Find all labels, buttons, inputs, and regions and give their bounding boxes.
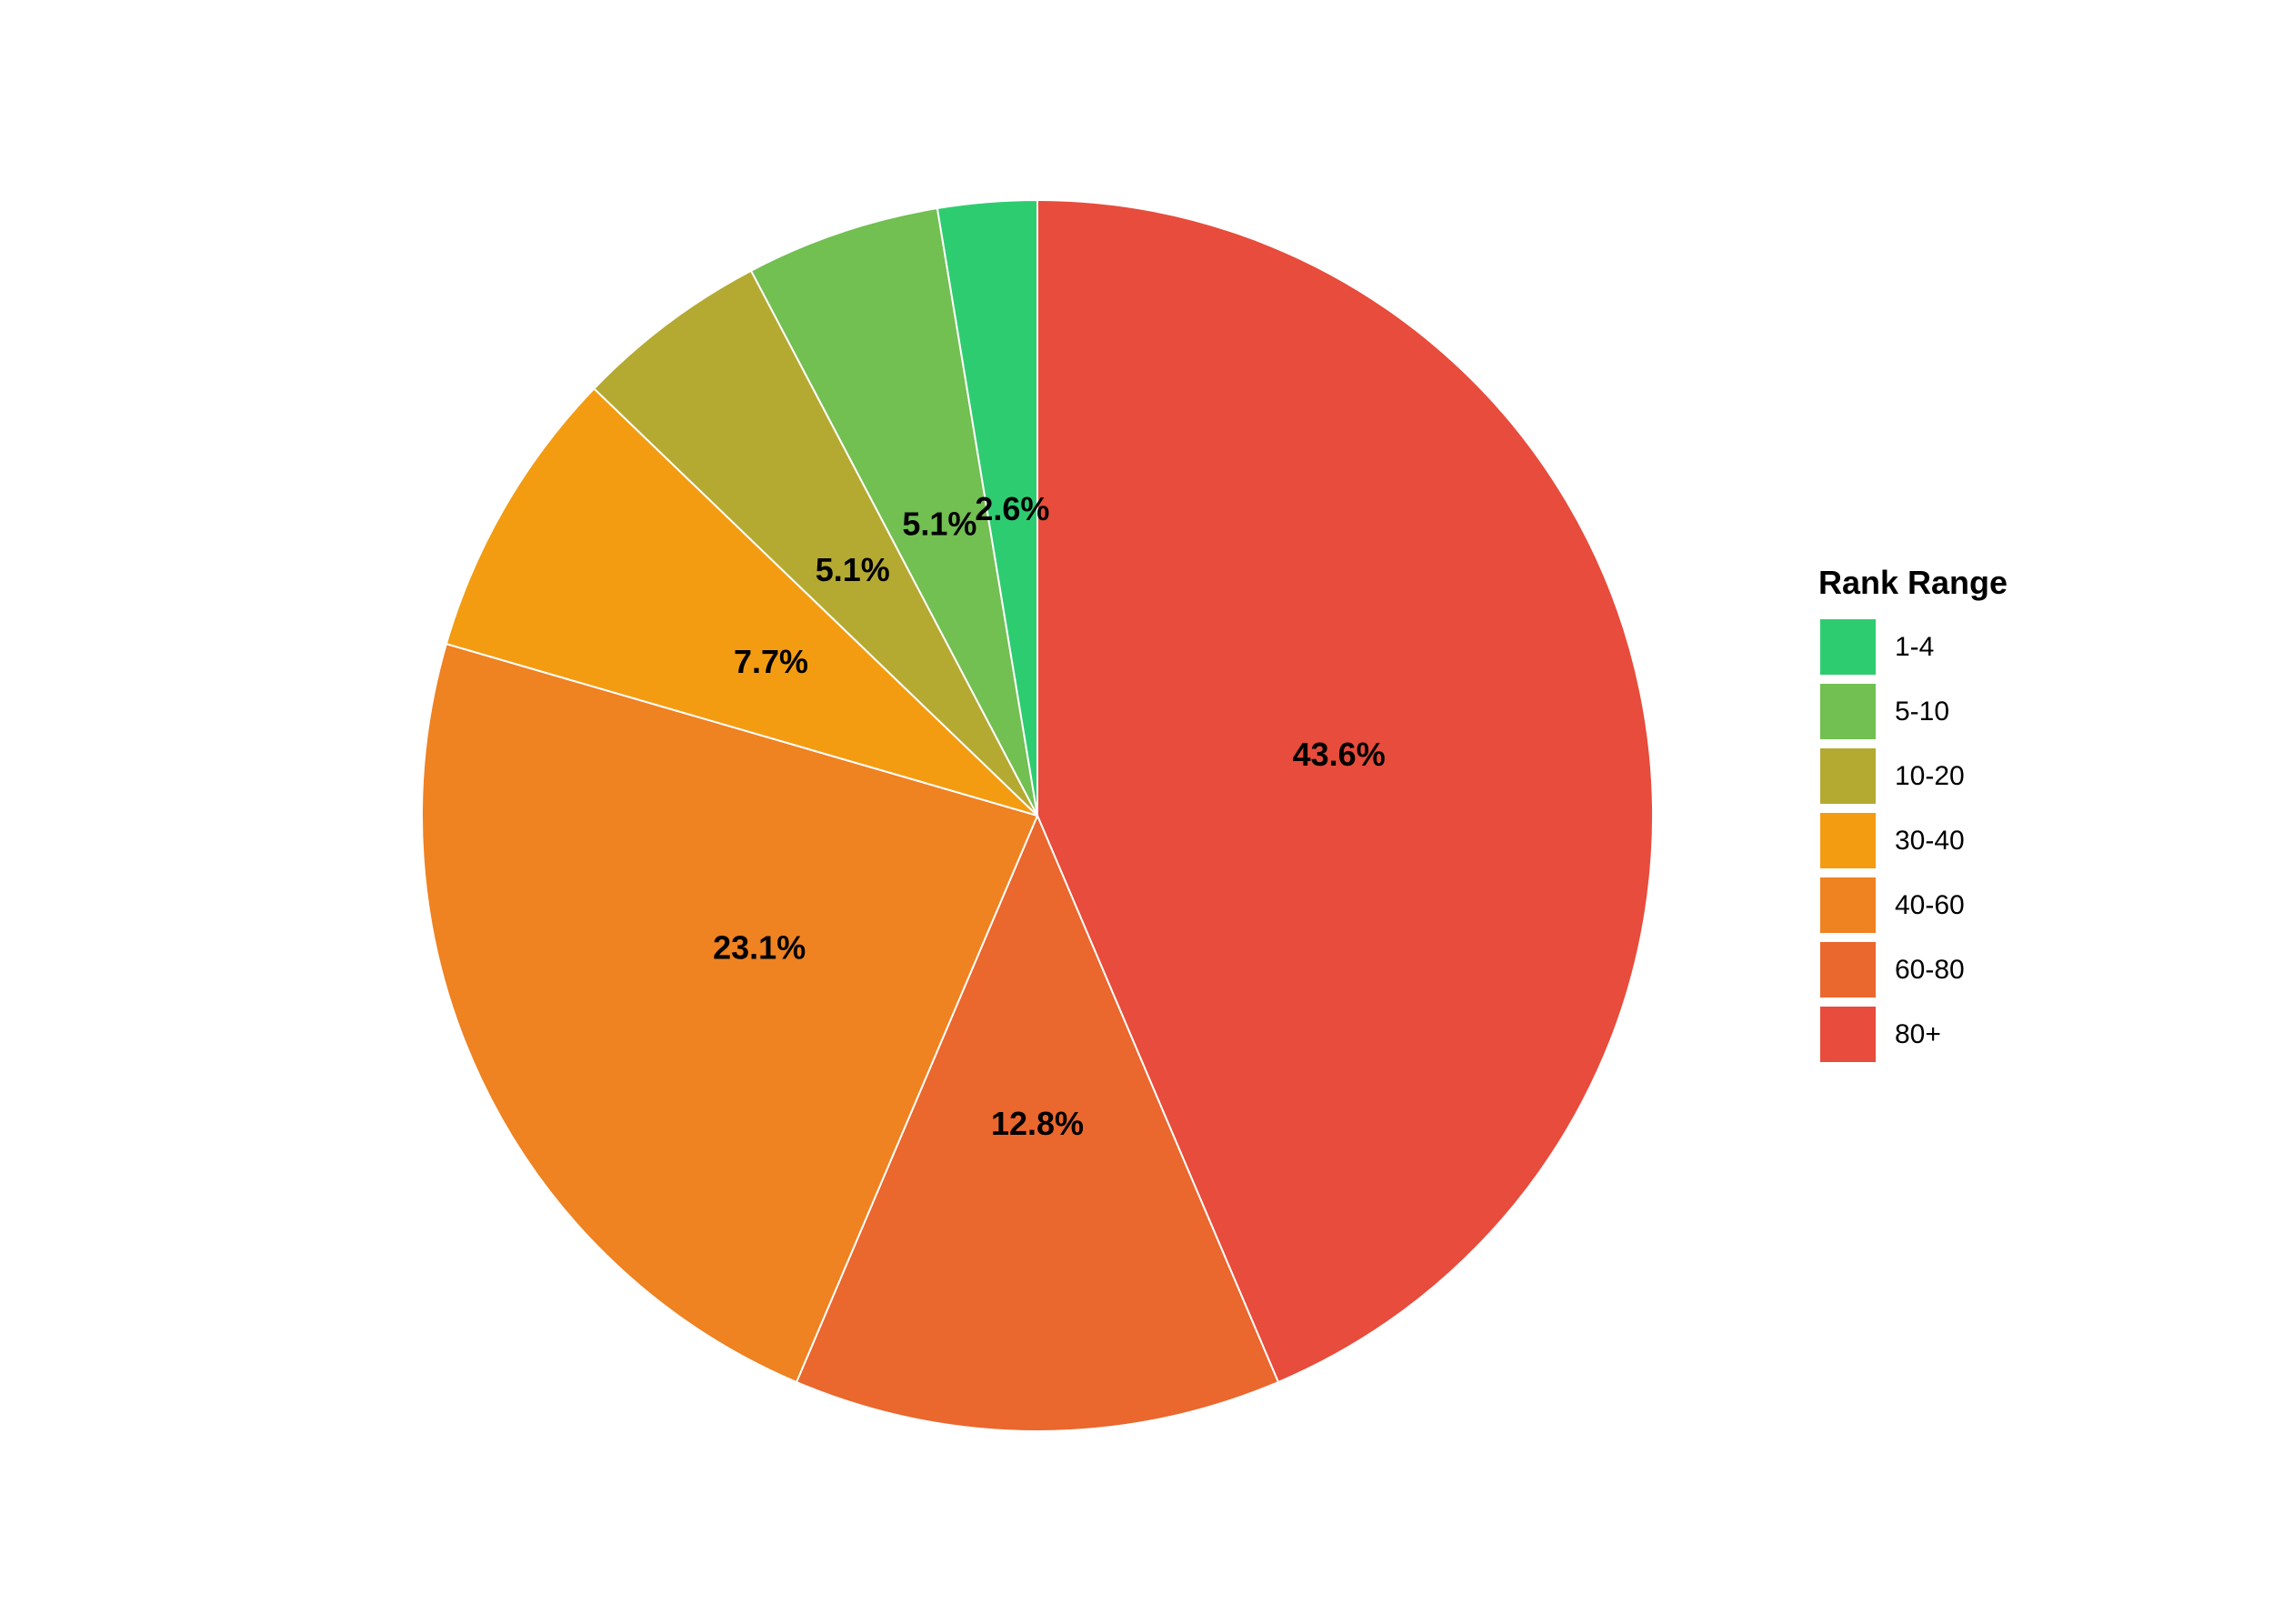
legend-item-40-60: 40-60 [1818,873,2008,937]
legend-label-60-80: 60-80 [1895,954,1965,985]
legend-label-5-10: 5-10 [1895,696,1950,727]
slice-label-60-80: 12.8% [991,1105,1084,1142]
pie-slice-60-80 [795,813,1280,1433]
legend-swatch-1-4 [1818,617,1877,677]
pie-labels: 43.6%12.8%23.1%7.7%5.1%5.1%2.6% [713,490,1386,1142]
slice-label-30-40: 7.7% [734,643,808,680]
legend-items: 1-4 5-10 10-20 30-40 40-60 60-80 80+ [1818,615,2008,1067]
slice-label-10-20: 5.1% [816,551,890,588]
pie-slice-10-20 [592,269,1038,817]
legend-item-1-4: 1-4 [1818,615,2008,679]
legend-item-60-80: 60-80 [1818,937,2008,1002]
slice-label-80plus: 43.6% [1293,736,1386,773]
pie-slice-80plus [1036,198,1654,1384]
legend-swatch-5-10 [1818,682,1877,741]
pie-slice-30-40 [445,386,1038,817]
legend-swatch-80plus [1818,1005,1877,1064]
legend-label-1-4: 1-4 [1895,631,1935,662]
legend-label-80plus: 80+ [1895,1018,1941,1049]
legend-item-80plus: 80+ [1818,1002,2008,1067]
legend-item-30-40: 30-40 [1818,808,2008,873]
legend-item-10-20: 10-20 [1818,744,2008,808]
legend-title: Rank Range [1818,564,2008,601]
pie-slice-1-4 [936,198,1038,817]
slice-label-1-4: 2.6% [975,490,1049,527]
pie-slice-40-60 [420,642,1039,1384]
legend-swatch-60-80 [1818,940,1877,999]
legend-label-30-40: 30-40 [1895,825,1965,856]
legend-label-40-60: 40-60 [1895,889,1965,920]
legend: Rank Range 1-4 5-10 10-20 30-40 40-60 60-80 80… [1818,564,2008,1067]
slice-label-5-10: 5.1% [902,506,976,543]
legend-swatch-40-60 [1818,876,1877,935]
legend-swatch-10-20 [1818,747,1877,806]
pie-slices [420,198,1654,1433]
slice-label-40-60: 23.1% [713,929,806,967]
pie-slice-5-10 [749,206,1038,817]
legend-label-10-20: 10-20 [1895,760,1965,791]
legend-item-5-10: 5-10 [1818,679,2008,744]
legend-swatch-30-40 [1818,811,1877,870]
